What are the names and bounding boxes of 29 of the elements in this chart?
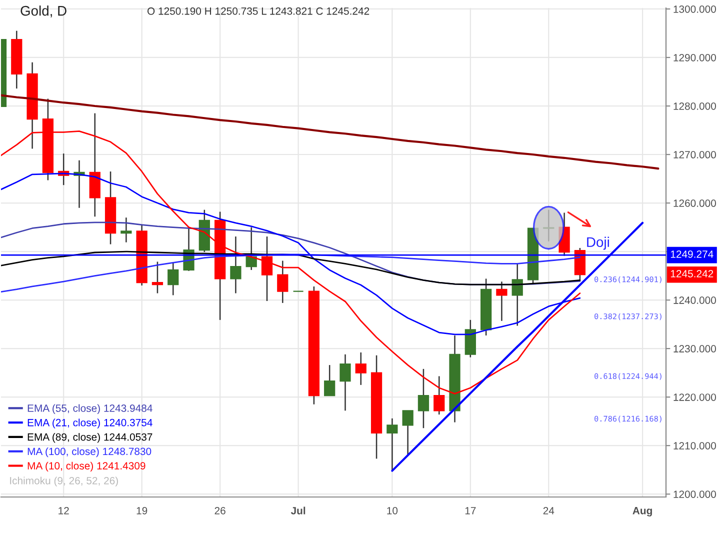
chart-title: Gold, D	[20, 6, 66, 18]
y-tick-label: 1290.000	[674, 54, 716, 62]
x-tick-label: 12	[58, 506, 69, 514]
y-tick-label: 1240.000	[674, 296, 716, 304]
text: 1245.242	[670, 270, 714, 278]
legend-label: EMA (55, close) 1243.9484	[28, 404, 152, 414]
y-tick-label: 1230.000	[674, 345, 716, 352]
ref-line-label: 1249.274	[670, 250, 714, 258]
y-tick-label: 1220.000	[674, 394, 716, 401]
annotation: Doji	[587, 236, 609, 250]
y-tick-label: 1260.000	[674, 200, 716, 207]
x-tick-label: 17	[465, 507, 476, 514]
x-tick-label: 26	[214, 506, 226, 514]
y-tick-label: 1270.000	[674, 151, 716, 158]
x-tick-label: 24	[543, 506, 554, 514]
legend-label: EMA (21, close) 1240.3754	[28, 418, 152, 428]
y-tick-label: 1210.000	[674, 442, 716, 450]
annotation: Ichimoku (9, 26, 52, 26)	[10, 476, 118, 486]
y-tick-label: 1200.000	[674, 490, 716, 498]
y-tick-label: 1300.000	[674, 5, 716, 13]
x-tick-label: Aug	[632, 507, 652, 516]
x-tick-label: 10	[387, 506, 398, 514]
legend-label: MA (10, close) 1241.4309	[28, 462, 146, 472]
x-tick-label: Jul	[290, 506, 306, 514]
chart-subtitle: O 1250.190 H 1250.735 L 1243.821 C 1245.242	[147, 7, 370, 15]
legend-label: MA (100, close) 1248.7830	[28, 447, 152, 458]
y-tick-label: 1280.000	[674, 102, 716, 110]
legend-label: EMA (89, close) 1244.0537	[28, 433, 152, 443]
x-tick-label: 19	[136, 506, 148, 514]
